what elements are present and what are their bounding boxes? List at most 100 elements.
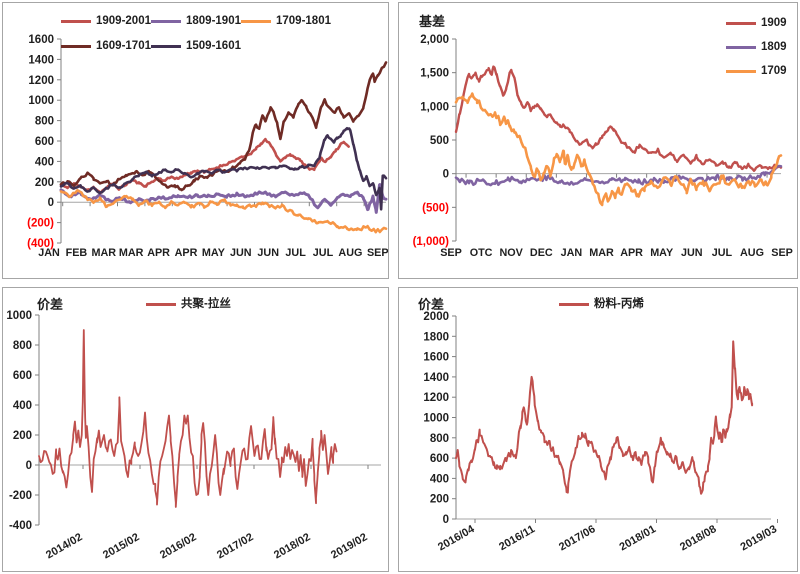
svg-text:SEP: SEP <box>771 247 793 259</box>
svg-text:2019/02: 2019/02 <box>329 531 369 561</box>
legend-label: 1709 <box>761 65 787 77</box>
svg-text:JUN: JUN <box>681 247 703 259</box>
svg-text:1400: 1400 <box>423 372 449 384</box>
svg-text:0: 0 <box>443 514 449 526</box>
svg-text:APR: APR <box>147 247 170 259</box>
svg-text:400: 400 <box>430 473 449 485</box>
svg-text:0: 0 <box>26 460 32 472</box>
svg-text:APR: APR <box>620 247 643 259</box>
legend-line-swatch <box>61 19 91 23</box>
chart-title-price-spread: 价差 <box>37 297 64 312</box>
legend-line-swatch <box>559 302 589 306</box>
svg-text:2016/11: 2016/11 <box>497 523 537 553</box>
chart-panel-copo-drawing-spread: 1000 800 600 400 200 0 -200 -400 2014/02 2015/02 2… <box>2 287 389 572</box>
svg-text:(200): (200) <box>27 218 54 230</box>
legend-line-swatch <box>241 19 271 23</box>
svg-text:MAR: MAR <box>92 247 117 259</box>
legend-label: 1809 <box>761 41 787 53</box>
svg-text:AUG: AUG <box>740 247 764 259</box>
legend-item-powder-propylene: 粉料-丙烯 <box>559 298 644 310</box>
svg-text:200: 200 <box>35 177 54 189</box>
svg-text:2018/01: 2018/01 <box>618 523 658 553</box>
legend-label: 共聚-拉丝 <box>181 298 231 310</box>
svg-text:JUN: JUN <box>230 247 252 259</box>
svg-text:1600: 1600 <box>28 34 54 46</box>
legend-item-1809-1901: 1809-1901 <box>151 15 241 27</box>
chart-title-price-spread: 价差 <box>418 297 445 312</box>
svg-text:JUL: JUL <box>712 247 733 259</box>
legend-line-swatch <box>146 302 176 306</box>
chart-title-basis: 基差 <box>419 14 446 29</box>
svg-text:AUG: AUG <box>338 247 362 259</box>
svg-text:1800: 1800 <box>423 331 449 343</box>
legend-line-swatch <box>151 44 181 48</box>
svg-text:200: 200 <box>430 494 449 506</box>
chart-panel-contract-spreads: 1600 1400 1200 1000 800 600 400 200 0 (200) (400) J… <box>2 2 389 279</box>
svg-text:1400: 1400 <box>28 54 54 66</box>
svg-text:DEC: DEC <box>530 247 553 259</box>
powder-propylene-spread-chart-canvas: 2000180016001400120010008006004002000201… <box>423 311 779 553</box>
svg-text:(400): (400) <box>27 238 54 250</box>
svg-text:2018/02: 2018/02 <box>272 531 312 561</box>
svg-text:-200: -200 <box>9 490 32 502</box>
svg-text:APR: APR <box>175 247 198 259</box>
svg-text:2017/06: 2017/06 <box>557 523 597 553</box>
svg-text:MAY: MAY <box>650 247 674 259</box>
svg-text:2014/02: 2014/02 <box>44 531 84 561</box>
chart-panel-basis: 2,000 1,500 1,000 500 0 (500) (1,000) SEP OTC NOV… <box>398 2 798 279</box>
svg-text:MAR: MAR <box>589 247 614 259</box>
svg-text:2,000: 2,000 <box>420 34 449 46</box>
legend-line-swatch <box>726 21 756 25</box>
legend-item-1609-1701: 1609-1701 <box>61 40 151 52</box>
svg-text:600: 600 <box>35 136 54 148</box>
legend-item-1909: 1909 <box>726 17 787 29</box>
svg-text:JUL: JUL <box>285 247 306 259</box>
svg-text:MAY: MAY <box>202 247 226 259</box>
svg-text:800: 800 <box>13 340 32 352</box>
legend-item-1709: 1709 <box>726 65 787 77</box>
svg-text:0: 0 <box>443 169 449 181</box>
svg-text:2018/08: 2018/08 <box>678 523 718 553</box>
svg-text:1000: 1000 <box>423 413 449 425</box>
svg-text:SEP: SEP <box>440 247 462 259</box>
svg-text:500: 500 <box>430 135 449 147</box>
svg-text:200: 200 <box>13 430 32 442</box>
copo-drawing-spread-chart-canvas: 1000 800 600 400 200 0 -200 -400 2014/02 2015/02 2… <box>6 310 381 561</box>
svg-text:1000: 1000 <box>28 95 54 107</box>
svg-text:1,500: 1,500 <box>420 68 449 80</box>
svg-text:JUL: JUL <box>313 247 334 259</box>
svg-text:0: 0 <box>48 197 54 209</box>
svg-text:2017/02: 2017/02 <box>215 531 255 561</box>
svg-text:(1,000): (1,000) <box>413 236 450 248</box>
svg-text:1200: 1200 <box>28 75 54 87</box>
legend-item-1709-1801: 1709-1801 <box>241 15 331 27</box>
svg-text:(500): (500) <box>422 202 449 214</box>
svg-text:-400: -400 <box>9 520 32 532</box>
legend-label: 1809-1901 <box>186 15 241 27</box>
svg-text:2019/03: 2019/03 <box>739 523 779 553</box>
legend-item-1509-1601: 1509-1601 <box>151 40 241 52</box>
svg-text:2015/02: 2015/02 <box>101 531 141 561</box>
svg-text:SEP: SEP <box>367 247 388 259</box>
svg-text:JAN: JAN <box>38 247 60 259</box>
svg-text:MAR: MAR <box>119 247 144 259</box>
legend-line-swatch <box>61 44 91 48</box>
svg-text:1600: 1600 <box>423 352 449 364</box>
svg-text:800: 800 <box>430 433 449 445</box>
legend-line-swatch <box>726 69 756 73</box>
svg-text:1000: 1000 <box>6 310 32 322</box>
svg-text:2016/02: 2016/02 <box>158 531 198 561</box>
svg-text:400: 400 <box>13 400 32 412</box>
legend-label: 1909 <box>761 17 787 29</box>
legend-label: 1909-2001 <box>96 15 151 27</box>
legend-label: 1509-1601 <box>186 40 241 52</box>
contract-spreads-chart-canvas: 16001400120010008006004002000(200)(400)J… <box>27 34 388 259</box>
svg-text:1,000: 1,000 <box>420 101 449 113</box>
svg-text:400: 400 <box>35 156 54 168</box>
legend-line-swatch <box>726 45 756 49</box>
chart-panel-powder-propylene-spread: 2000 1800 1600 1400 1200 1000 800 600 400 200 0 201… <box>398 287 798 572</box>
legend-item-1909-2001: 1909-2001 <box>61 15 151 27</box>
svg-text:1200: 1200 <box>423 392 449 404</box>
svg-text:2000: 2000 <box>423 311 449 323</box>
svg-text:NOV: NOV <box>499 247 523 259</box>
